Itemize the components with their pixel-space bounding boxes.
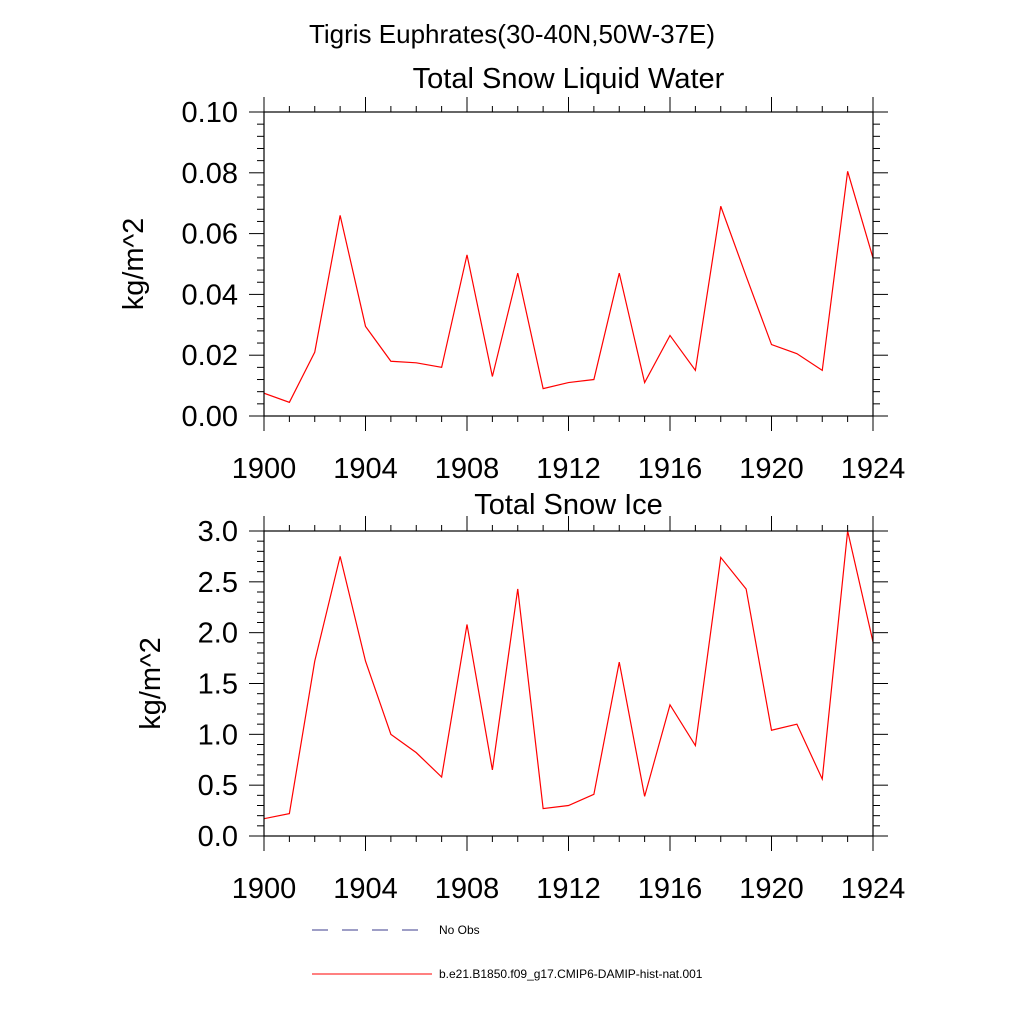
series-line-0: [264, 171, 873, 404]
y-axis-label: kg/m^2: [135, 637, 167, 730]
x-tick-label: 1924: [841, 453, 906, 485]
panel-title: Total Snow Liquid Water: [413, 63, 725, 95]
plot-frame: [263, 530, 874, 837]
y-tick-label: 0.08: [182, 158, 238, 190]
series-line-0: [264, 531, 873, 820]
y-tick-label: 0.04: [182, 279, 238, 311]
chart-panel-snow-ice: Total Snow Ice kg/m^2 1900 1904 1908 1912 1916…: [135, 489, 905, 905]
x-tick-label: 1920: [739, 873, 804, 905]
y-tick-label: 1.0: [198, 719, 238, 751]
x-tick-label: 1916: [638, 873, 703, 905]
panel-title: Total Snow Ice: [474, 489, 663, 521]
legend-label-no-obs: No Obs: [439, 923, 480, 937]
y-tick-label: 2.5: [198, 567, 238, 599]
y-tick-label: 3.0: [198, 516, 238, 548]
x-tick-label: 1904: [333, 453, 398, 485]
x-tick-label: 1900: [232, 873, 297, 905]
x-tick-label: 1916: [638, 453, 703, 485]
legend: No Obs b.e21.B1850.f09_g17.CMIP6-DAMIP-h…: [312, 923, 703, 981]
y-axis-label: kg/m^2: [118, 218, 150, 311]
chart-panel-snow-liquid-water: Total Snow Liquid Water kg/m^2 1900 1904 190…: [118, 63, 905, 485]
y-tick-label: 0.10: [182, 97, 238, 129]
y-tick-label: 1.5: [198, 669, 238, 701]
x-tick-label: 1924: [841, 873, 906, 905]
y-tick-label: 0.5: [198, 770, 238, 802]
figure-title: Tigris Euphrates(30-40N,50W-37E): [309, 19, 715, 49]
y-tick-label: 0.06: [182, 219, 238, 251]
legend-label-model-run: b.e21.B1850.f09_g17.CMIP6-DAMIP-hist-nat…: [439, 967, 703, 981]
plot-frame: [263, 111, 874, 417]
y-tick-label: 0.02: [182, 340, 238, 372]
x-tick-label: 1920: [739, 453, 804, 485]
x-tick-label: 1908: [435, 873, 500, 905]
y-tick-label: 0.00: [182, 401, 238, 433]
x-tick-label: 1912: [536, 873, 601, 905]
x-tick-label: 1904: [333, 873, 398, 905]
x-tick-label: 1900: [232, 453, 297, 485]
x-tick-label: 1912: [536, 453, 601, 485]
x-tick-label: 1908: [435, 453, 500, 485]
y-tick-label: 0.0: [198, 821, 238, 853]
y-tick-label: 2.0: [198, 618, 238, 650]
